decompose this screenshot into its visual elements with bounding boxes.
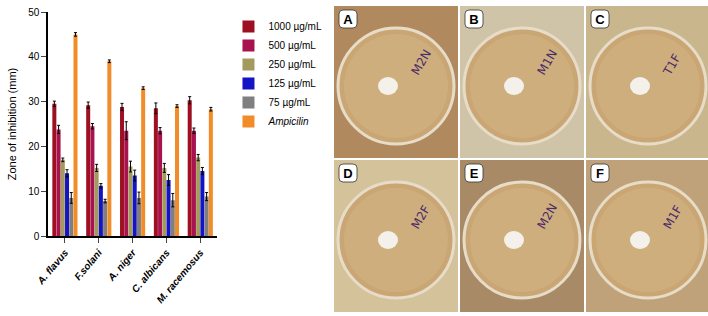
- svg-text:10: 10: [28, 186, 40, 197]
- svg-text:50: 50: [28, 7, 40, 18]
- svg-text:E: E: [470, 166, 479, 181]
- svg-text:A: A: [343, 12, 353, 27]
- svg-text:F.solani: F.solani: [72, 247, 104, 282]
- svg-text:F: F: [596, 166, 604, 181]
- svg-text:B: B: [469, 12, 478, 27]
- svg-text:Ampicilin: Ampicilin: [267, 116, 308, 127]
- svg-text:40: 40: [28, 51, 40, 62]
- svg-text:C: C: [595, 12, 605, 27]
- svg-text:T1F: T1F: [660, 51, 684, 78]
- svg-text:1000 µg/mL: 1000 µg/mL: [268, 21, 321, 32]
- svg-text:M2F: M2F: [408, 203, 433, 232]
- svg-text:D: D: [343, 166, 352, 181]
- svg-text:0: 0: [34, 231, 40, 242]
- svg-text:20: 20: [28, 141, 40, 152]
- svg-text:M2N: M2N: [408, 47, 434, 77]
- svg-text:M1F: M1F: [660, 203, 685, 232]
- svg-text:C. albicans: C. albicans: [129, 247, 172, 295]
- svg-text:M2N: M2N: [534, 201, 560, 231]
- svg-text:75 µg/mL: 75 µg/mL: [268, 97, 310, 108]
- svg-text:A. niger: A. niger: [105, 246, 139, 283]
- svg-text:A. flavus: A. flavus: [34, 247, 70, 287]
- svg-text:M. racemosus: M. racemosus: [154, 247, 206, 305]
- svg-text:125 µg/mL: 125 µg/mL: [268, 78, 316, 89]
- svg-text:500 µg/mL: 500 µg/mL: [268, 40, 316, 51]
- svg-text:Zone of inhibition (mm): Zone of inhibition (mm): [6, 68, 18, 181]
- svg-text:30: 30: [28, 96, 40, 107]
- svg-text:250 µg/mL: 250 µg/mL: [268, 59, 316, 70]
- svg-text:M1N: M1N: [534, 47, 560, 77]
